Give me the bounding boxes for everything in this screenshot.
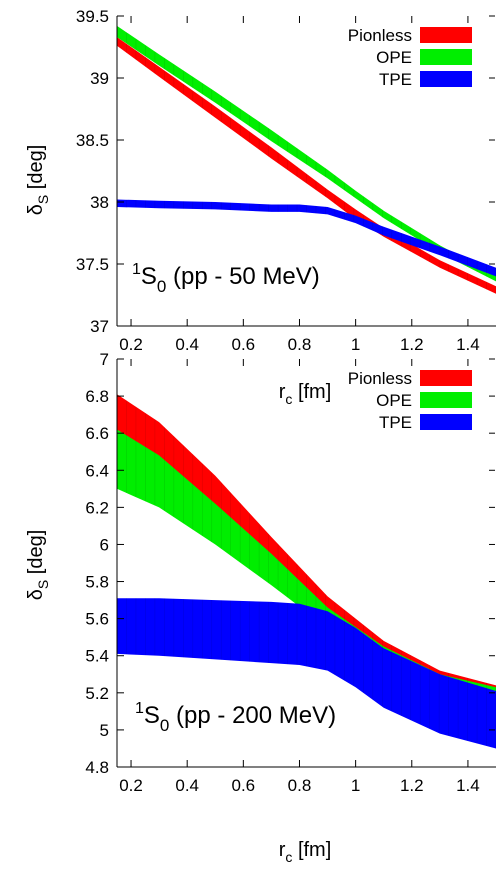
annotation-sub: 0	[157, 277, 166, 296]
x-tick-label: 0.2	[119, 335, 143, 354]
x-tick-label: 0.4	[175, 335, 199, 354]
x-tick-label: 1.4	[456, 776, 480, 795]
y-tick-label: 37.5	[76, 255, 109, 274]
y-tick-label: 5.4	[85, 647, 109, 666]
legend-swatch-ope	[420, 49, 472, 65]
x-tick-label: 1.2	[400, 776, 424, 795]
y-axis-label-sub: S	[35, 580, 51, 589]
y-axis-label-sub: S	[35, 195, 51, 204]
y-tick-label: 38.5	[76, 131, 109, 150]
legend-label-tpe: TPE	[379, 70, 412, 89]
y-tick-label: 39	[90, 69, 109, 88]
legend-label-ope: OPE	[376, 48, 412, 67]
legend-swatch-tpe	[420, 414, 472, 430]
annotation-main: S	[144, 702, 160, 729]
y-axis-label-unit: [deg]	[25, 145, 47, 195]
band-ope	[117, 429, 496, 693]
band-tpe	[117, 199, 496, 277]
annotation-sub: 0	[160, 716, 169, 735]
chart-panel-1: 37 37.5 38 38.5 39 39.5 0.2 0.4 0.6 0.8 1 1.2 1.4 rc …	[25, 7, 496, 407]
y-tick-label: 6.2	[85, 498, 109, 517]
y-axis-label-unit: [deg]	[25, 530, 47, 580]
x-axis-label: rc [fm]	[279, 381, 332, 407]
y-tick-label: 6	[100, 535, 109, 554]
annotation-rest: (pp - 50 MeV)	[166, 263, 319, 290]
x-tick-label: 1.2	[400, 335, 424, 354]
y-tick-label: 6.6	[85, 424, 109, 443]
x-axis-label-unit: [fm]	[292, 381, 331, 403]
y-tick-label: 5.8	[85, 573, 109, 592]
y-tick-label: 7	[100, 350, 109, 369]
y-tick-label: 38	[90, 193, 109, 212]
chart-panel-2: 4.8 5 5.2 5.4 5.6 5.8 6 6.2 6.4 6.6 6.8 7 0.2 0.4 0.6 0…	[25, 350, 496, 865]
x-tick-label: 1	[351, 776, 360, 795]
y-tick-label: 5.6	[85, 610, 109, 629]
legend-swatch-pionless	[420, 370, 472, 386]
legend-label-pionless: Pionless	[348, 369, 412, 388]
series-bands	[117, 394, 496, 749]
panel-annotation: 1S0 (pp - 50 MeV)	[132, 261, 320, 296]
x-tick-label: 0.8	[288, 335, 312, 354]
x-tick-label: 0.2	[119, 776, 143, 795]
y-tick-label: 5.2	[85, 684, 109, 703]
annotation-sup: 1	[132, 261, 141, 278]
x-tick-label: 1.4	[456, 335, 480, 354]
band-pionless	[117, 394, 496, 693]
y-tick-label: 6.8	[85, 387, 109, 406]
panel-annotation: 1S0 (pp - 200 MeV)	[135, 700, 336, 735]
x-tick-label: 0.6	[232, 335, 256, 354]
y-tick-label: 39.5	[76, 7, 109, 26]
legend-swatch-tpe	[420, 71, 472, 87]
annotation-main: S	[141, 263, 157, 290]
y-tick-label: 6.4	[85, 461, 109, 480]
y-axis-label-main: δ	[25, 589, 47, 600]
band-tpe	[117, 598, 496, 749]
legend-label-pionless: Pionless	[348, 26, 412, 45]
band-ope	[117, 25, 496, 282]
x-tick-label: 0.4	[175, 776, 199, 795]
legend-label-tpe: TPE	[379, 413, 412, 432]
legend-swatch-ope	[420, 392, 472, 408]
x-tick-label: 0.8	[288, 776, 312, 795]
y-axis-label: δS [deg]	[25, 530, 51, 601]
x-axis-label-unit: [fm]	[292, 839, 331, 861]
x-axis-label-sub: c	[285, 849, 292, 865]
y-axis-label-main: δ	[25, 204, 47, 215]
x-axis-label-main: r	[279, 839, 286, 861]
y-tick-label: 4.8	[85, 758, 109, 777]
y-axis-label: δS [deg]	[25, 145, 51, 216]
y-tick-label: 37	[90, 317, 109, 336]
series-bands	[117, 25, 496, 294]
legend-swatch-pionless	[420, 27, 472, 43]
annotation-rest: (pp - 200 MeV)	[169, 702, 336, 729]
x-tick-label: 0.6	[232, 776, 256, 795]
x-axis-label-main: r	[279, 381, 286, 403]
legend-label-ope: OPE	[376, 391, 412, 410]
annotation-sup: 1	[135, 700, 144, 717]
x-axis-label-sub: c	[285, 391, 292, 407]
y-tick-label: 5	[100, 721, 109, 740]
x-axis-label: rc [fm]	[279, 839, 332, 865]
x-tick-label: 1	[351, 335, 360, 354]
